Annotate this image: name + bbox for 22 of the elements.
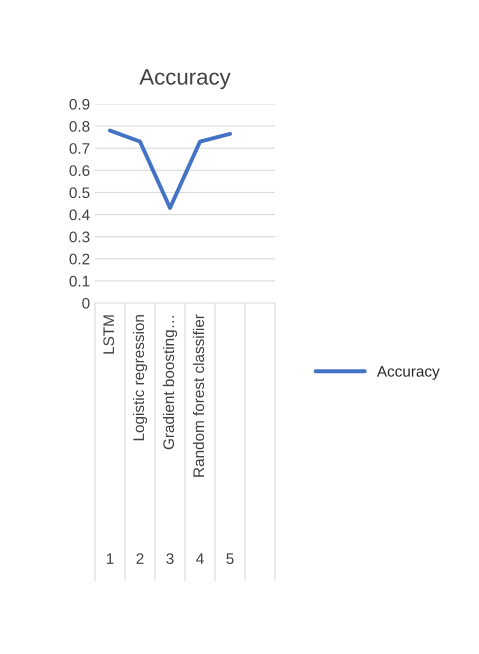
y-tick-label: 0.9 [70,98,90,110]
text: 2 [136,553,144,564]
x-tick-label: Logistic regression [132,315,148,440]
text: 4 [196,553,204,564]
y-tick-label: 0.8 [70,120,90,132]
y-tick-label: 0 [82,298,90,309]
line-series [108,128,232,210]
y-tick-label: 0.6 [70,165,90,176]
x-tick-label: Random forest classifier [192,314,204,477]
x-tick-label: LSTM [103,315,114,354]
y-tick-label: 0.5 [70,187,90,198]
text: 5 [226,553,234,564]
text: 3 [166,553,174,564]
y-tick-label: 0.7 [70,143,90,154]
y-tick-label: 0.2 [70,254,90,264]
legend-label: Accuracy [376,366,440,380]
y-tick-label: 0.3 [70,232,90,242]
x-tick-label: Gradient boosting… [162,316,178,450]
text: 1 [106,553,114,564]
y-tick-label: 0.4 [70,209,90,220]
y-tick-label: 0.1 [70,276,90,287]
chart-title: Accuracy [139,69,231,90]
